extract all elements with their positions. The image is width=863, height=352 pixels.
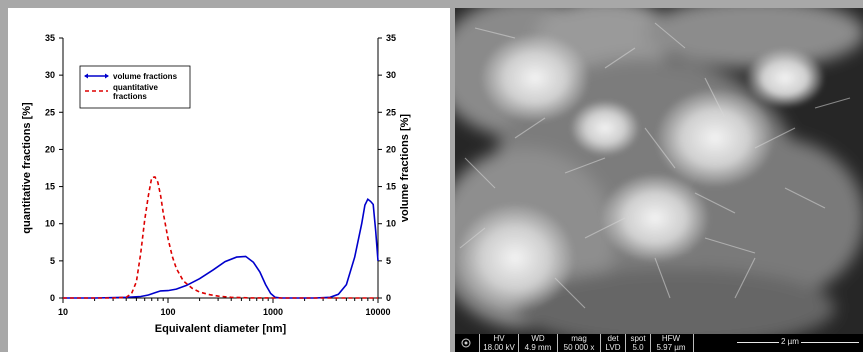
y2-tick-label: 15 (386, 182, 396, 192)
legend-quantitative-label-line: quantitative (113, 83, 158, 92)
y-axis-left-title: quantitative fractions [%] (21, 102, 33, 234)
y2-tick-label: 20 (386, 144, 396, 154)
hv-value: 18.00 kV (483, 343, 515, 352)
x-tick-label: 10 (58, 307, 68, 317)
fei-logo-icon (455, 334, 477, 352)
hfw-value: 5.97 µm (656, 343, 686, 352)
y-tick-label: 20 (45, 144, 55, 154)
y2-tick-label: 35 (386, 33, 396, 43)
sem-image (455, 8, 863, 334)
spot-cell: spot 5.0 (625, 334, 650, 352)
hv-cell: HV 18.00 kV (479, 334, 518, 352)
spot-label: spot (630, 334, 646, 343)
x-tick-label: 10000 (365, 307, 390, 317)
hfw-label: HFW (661, 334, 681, 343)
y-axis-right-title: volume fractions [%] (399, 114, 411, 223)
legend-volume-label: volume fractions (113, 72, 178, 81)
hv-label: HV (493, 334, 505, 343)
series-line-volume (63, 197, 379, 299)
y-tick-label: 0 (50, 293, 55, 303)
scale-bar: 2 µm (735, 334, 861, 352)
y2-tick-label: 30 (386, 70, 396, 80)
y-tick-label: 30 (45, 70, 55, 80)
mag-label: mag (571, 334, 587, 343)
y2-tick-label: 0 (386, 293, 391, 303)
size-distribution-chart: 0 5 10 15 20 25 30 35 0 5 10 15 20 25 30 35 10 100 1000 100… (8, 8, 450, 352)
mag-cell: mag 50 000 x (557, 334, 600, 352)
blank-cell (693, 334, 734, 352)
y-tick-label: 10 (45, 219, 55, 229)
det-label: det (607, 334, 619, 343)
y-tick-label: 35 (45, 33, 55, 43)
scale-bar-label: 2 µm (779, 337, 801, 347)
x-tick-label: 100 (160, 307, 175, 317)
det-value: LVD (605, 343, 621, 352)
y-tick-label: 15 (45, 182, 55, 192)
y2-tick-label: 10 (386, 219, 396, 229)
spot-value: 5.0 (632, 343, 644, 352)
wd-label: WD (531, 334, 545, 343)
y-tick-label: 25 (45, 107, 55, 117)
legend-box (79, 65, 191, 109)
chart-svg: 0 5 10 15 20 25 30 35 0 5 10 15 20 25 30 35 10 100 1000 100… (21, 33, 411, 335)
det-cell: det LVD (600, 334, 625, 352)
sem-databar: HV 18.00 kV WD 4.9 mm mag 50 000 x det L… (455, 334, 863, 352)
wd-value: 4.9 mm (524, 343, 552, 352)
sem-micrograph: HV 18.00 kV WD 4.9 mm mag 50 000 x det L… (455, 8, 863, 352)
y2-tick-label: 25 (386, 107, 396, 117)
wd-cell: WD 4.9 mm (518, 334, 557, 352)
x-tick-label: 1000 (263, 307, 283, 317)
y-tick-label: 5 (50, 256, 55, 266)
y2-tick-label: 5 (386, 256, 391, 266)
mag-value: 50 000 x (563, 343, 595, 352)
hfw-cell: HFW 5.97 µm (650, 334, 691, 352)
legend-quantitative-label: quantitative fractions (113, 83, 158, 101)
legend-quantitative-label-line: fractions (113, 92, 147, 101)
series-line-quantitative (63, 175, 378, 299)
x-axis-title: Equivalent diameter [nm] (155, 323, 287, 335)
